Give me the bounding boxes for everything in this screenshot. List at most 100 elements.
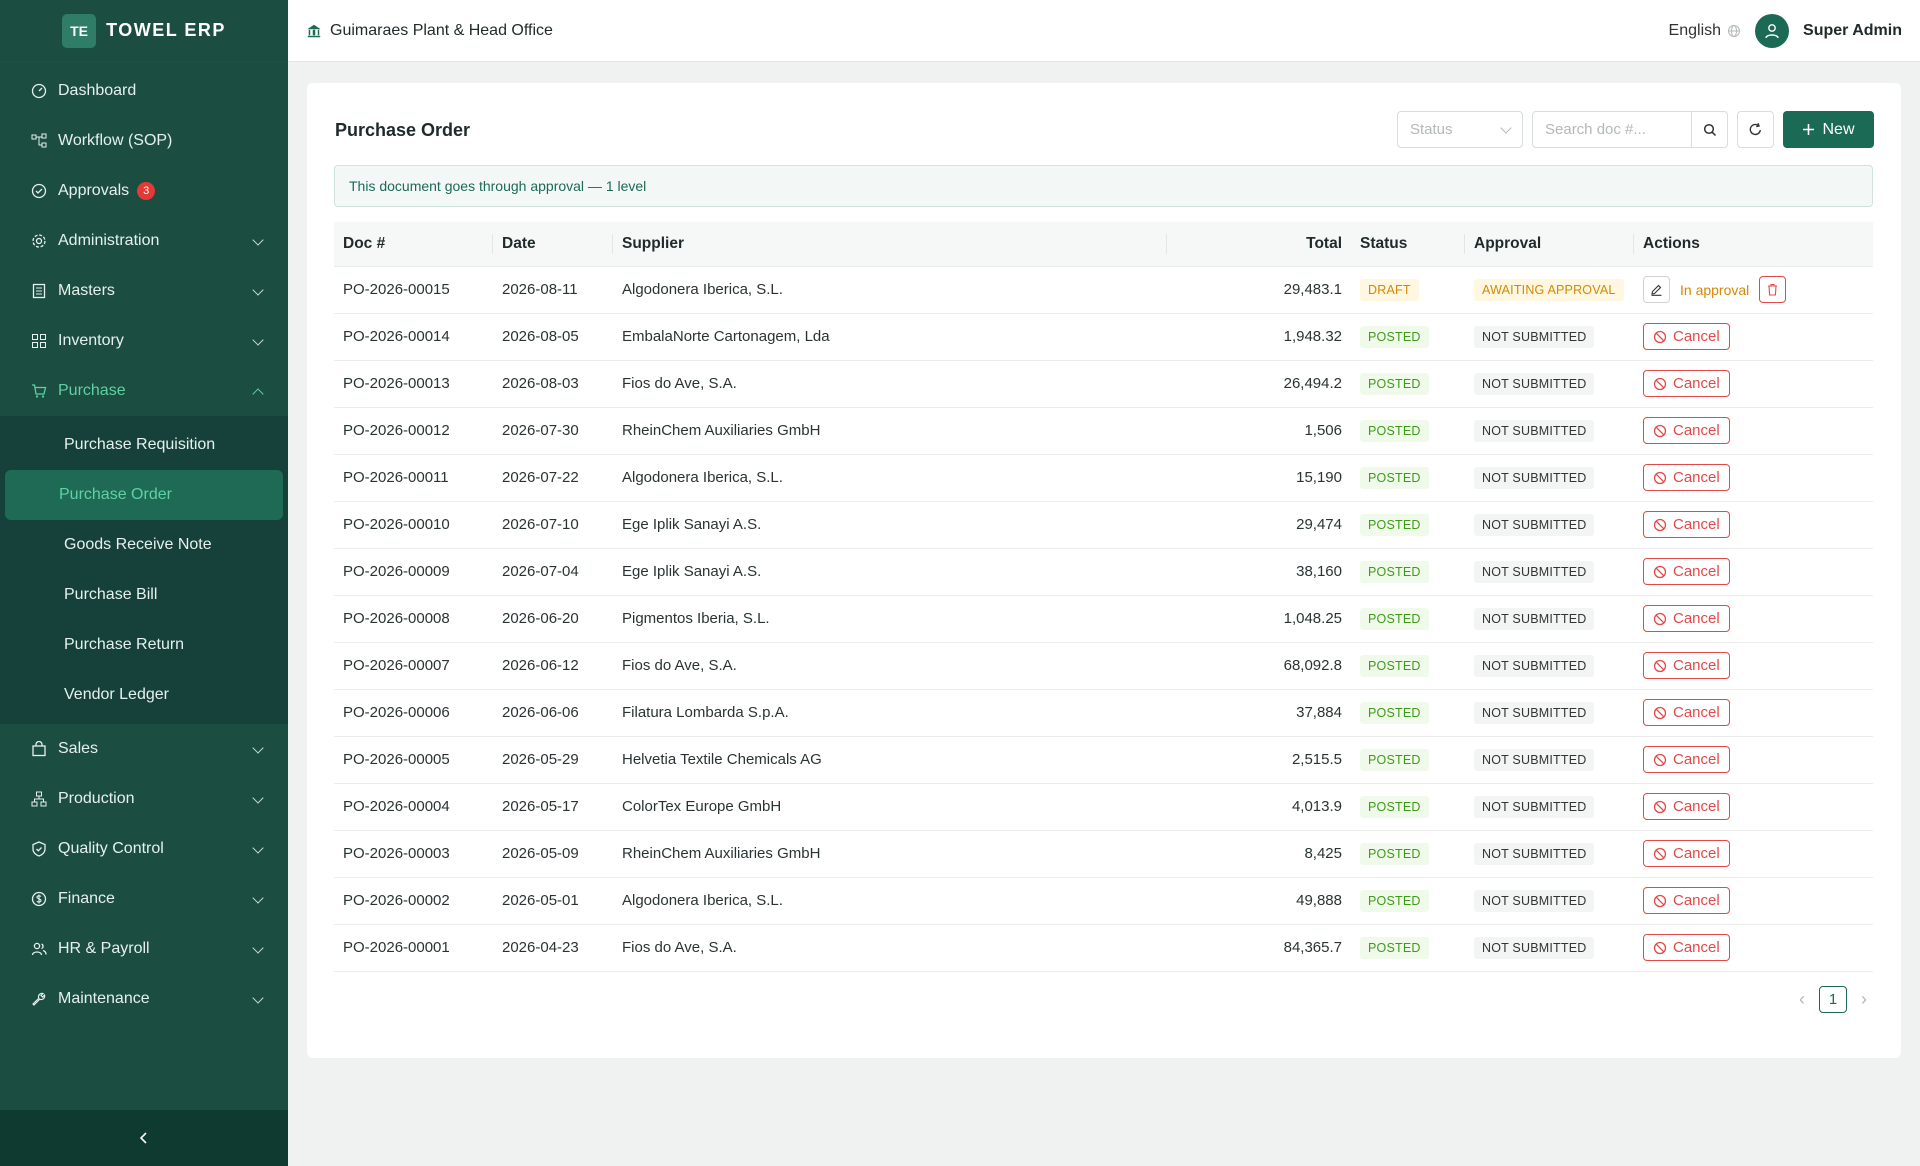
table-row[interactable]: PO-2026-00011 2026-07-22 Algodonera Iberic… <box>334 454 1873 502</box>
cell-doc[interactable]: PO-2026-00009 <box>334 548 493 596</box>
table-row[interactable]: PO-2026-00015 2026-08-11 Algodonera Iberic… <box>334 266 1873 314</box>
cancel-button[interactable]: Cancel <box>1643 370 1730 397</box>
table-row[interactable]: PO-2026-00004 2026-05-17 ColorTex Europe G… <box>334 783 1873 831</box>
column-header-doc[interactable]: Doc # <box>334 222 493 267</box>
ban-icon <box>1653 612 1667 625</box>
page-number[interactable]: 1 <box>1819 986 1847 1013</box>
page-title: Purchase Order <box>335 120 471 140</box>
cell-doc[interactable]: PO-2026-00008 <box>334 595 493 643</box>
cancel-button[interactable]: Cancel <box>1643 746 1730 773</box>
cell-doc[interactable]: PO-2026-00014 <box>334 313 493 361</box>
brand[interactable]: TE TOWEL ERP <box>0 0 288 62</box>
cancel-button[interactable]: Cancel <box>1643 558 1730 585</box>
sidebar-item-maintenance[interactable]: Maintenance <box>0 974 288 1024</box>
cell-doc[interactable]: PO-2026-00010 <box>334 501 493 549</box>
cancel-button[interactable]: Cancel <box>1643 793 1730 820</box>
sidebar-item-hr-payroll[interactable]: HR & Payroll <box>0 924 288 974</box>
table-row[interactable]: PO-2026-00002 2026-05-01 Algodonera Iberic… <box>334 877 1873 925</box>
search-button[interactable] <box>1692 111 1728 148</box>
table-row[interactable]: PO-2026-00007 2026-06-12 Fios do Ave, S.A.… <box>334 642 1873 690</box>
cancel-button[interactable]: Cancel <box>1643 934 1730 961</box>
sidebar-subitem-vendor-ledger[interactable]: Vendor Ledger <box>64 686 169 703</box>
cell-status: POSTED <box>1351 313 1465 361</box>
next-page-button[interactable]: › <box>1861 989 1867 1009</box>
column-header-status[interactable]: Status <box>1351 222 1465 267</box>
cancel-button[interactable]: Cancel <box>1643 840 1730 867</box>
cell-doc[interactable]: PO-2026-00004 <box>334 783 493 831</box>
cancel-button[interactable]: Cancel <box>1643 699 1730 726</box>
column-header-date[interactable]: Date <box>493 222 613 267</box>
cell-doc[interactable]: PO-2026-00012 <box>334 407 493 455</box>
edit-button[interactable] <box>1643 276 1670 303</box>
cell-approval: NOT SUBMITTED <box>1465 924 1634 972</box>
cancel-button[interactable]: Cancel <box>1643 605 1730 632</box>
org-selector[interactable]: Guimaraes Plant & Head Office <box>306 22 553 40</box>
cell-status: POSTED <box>1351 924 1465 972</box>
delete-button[interactable] <box>1759 276 1787 303</box>
sidebar-item-finance[interactable]: Finance <box>0 874 288 924</box>
sidebar-subitem-purchase-order[interactable]: Purchase Order <box>5 470 283 520</box>
table-row[interactable]: PO-2026-00003 2026-05-09 RheinChem Auxilia… <box>334 830 1873 878</box>
ban-icon <box>1653 330 1667 343</box>
cancel-button[interactable]: Cancel <box>1643 511 1730 538</box>
sidebar-item-inventory[interactable]: Inventory <box>0 316 288 366</box>
cell-doc[interactable]: PO-2026-00015 <box>334 266 493 314</box>
cell-doc[interactable]: PO-2026-00003 <box>334 830 493 878</box>
sidebar-item-masters[interactable]: Masters <box>0 266 288 316</box>
cell-doc[interactable]: PO-2026-00006 <box>334 689 493 737</box>
cell-doc[interactable]: PO-2026-00002 <box>334 877 493 925</box>
sidebar-subitem-purchase-requisition[interactable]: Purchase Requisition <box>64 436 216 453</box>
collapse-sidebar-button[interactable] <box>0 1110 288 1166</box>
table-row[interactable]: PO-2026-00001 2026-04-23 Fios do Ave, S.A.… <box>334 924 1873 972</box>
prev-page-button[interactable]: ‹ <box>1799 989 1805 1009</box>
table-row[interactable]: PO-2026-00014 2026-08-05 EmbalaNorte Carto… <box>334 313 1873 361</box>
sidebar-item-quality-control[interactable]: Quality Control <box>0 824 288 874</box>
sidebar-item-label: HR & Payroll <box>58 940 150 957</box>
sidebar-item-dashboard[interactable]: Dashboard <box>0 66 288 116</box>
cell-status: POSTED <box>1351 407 1465 455</box>
cancel-button[interactable]: Cancel <box>1643 323 1730 350</box>
cell-status: POSTED <box>1351 454 1465 502</box>
table-row[interactable]: PO-2026-00010 2026-07-10 Ege Iplik Sanayi … <box>334 501 1873 549</box>
status-filter-select[interactable]: Status <box>1397 111 1523 148</box>
sidebar-subitem-goods-receive-note[interactable]: Goods Receive Note <box>64 536 212 553</box>
sidebar-item-purchase[interactable]: Purchase <box>0 366 288 416</box>
column-header-total[interactable]: Total <box>1167 222 1351 267</box>
sidebar-subitem-purchase-bill[interactable]: Purchase Bill <box>64 586 158 603</box>
user-name[interactable]: Super Admin <box>1803 22 1902 39</box>
cell-approval: NOT SUBMITTED <box>1465 407 1634 455</box>
sidebar-item-production[interactable]: Production <box>0 774 288 824</box>
table-row[interactable]: PO-2026-00008 2026-06-20 Pigmentos Iberia,… <box>334 595 1873 643</box>
sidebar-subitem-purchase-return[interactable]: Purchase Return <box>64 636 185 653</box>
avatar[interactable] <box>1755 14 1790 48</box>
sidebar-item-sales[interactable]: Sales <box>0 724 288 774</box>
cell-doc[interactable]: PO-2026-00011 <box>334 454 493 502</box>
table-row[interactable]: PO-2026-00013 2026-08-03 Fios do Ave, S.A.… <box>334 360 1873 408</box>
column-header-supplier[interactable]: Supplier <box>613 222 1167 267</box>
cancel-button[interactable]: Cancel <box>1643 464 1730 491</box>
chevron-down-icon <box>252 742 264 754</box>
brand-name: TOWEL ERP <box>106 20 226 40</box>
cell-doc[interactable]: PO-2026-00013 <box>334 360 493 408</box>
search-input[interactable] <box>1532 111 1692 148</box>
approval-badge: NOT SUBMITTED <box>1474 466 1595 489</box>
language-selector[interactable]: English <box>1669 22 1741 40</box>
table-row[interactable]: PO-2026-00012 2026-07-30 RheinChem Auxilia… <box>334 407 1873 455</box>
cell-doc[interactable]: PO-2026-00007 <box>334 642 493 690</box>
cancel-button[interactable]: Cancel <box>1643 652 1730 679</box>
table-row[interactable]: PO-2026-00009 2026-07-04 Ege Iplik Sanayi … <box>334 548 1873 596</box>
cancel-button[interactable]: Cancel <box>1643 417 1730 444</box>
table-row[interactable]: PO-2026-00006 2026-06-06 Filatura Lombarda… <box>334 689 1873 737</box>
sidebar-item-workflow-sop[interactable]: Workflow (SOP) <box>0 116 288 166</box>
sidebar-item-approvals[interactable]: Approvals 3 <box>0 166 288 216</box>
cell-status: POSTED <box>1351 548 1465 596</box>
sidebar-item-administration[interactable]: Administration <box>0 216 288 266</box>
column-header-approval[interactable]: Approval <box>1465 222 1634 267</box>
table-row[interactable]: PO-2026-00005 2026-05-29 Helvetia Textile … <box>334 736 1873 784</box>
new-button[interactable]: New <box>1783 111 1874 148</box>
refresh-button[interactable] <box>1737 111 1774 148</box>
cell-doc[interactable]: PO-2026-00001 <box>334 924 493 972</box>
cell-doc[interactable]: PO-2026-00005 <box>334 736 493 784</box>
cancel-label: Cancel <box>1673 516 1720 533</box>
cancel-button[interactable]: Cancel <box>1643 887 1730 914</box>
